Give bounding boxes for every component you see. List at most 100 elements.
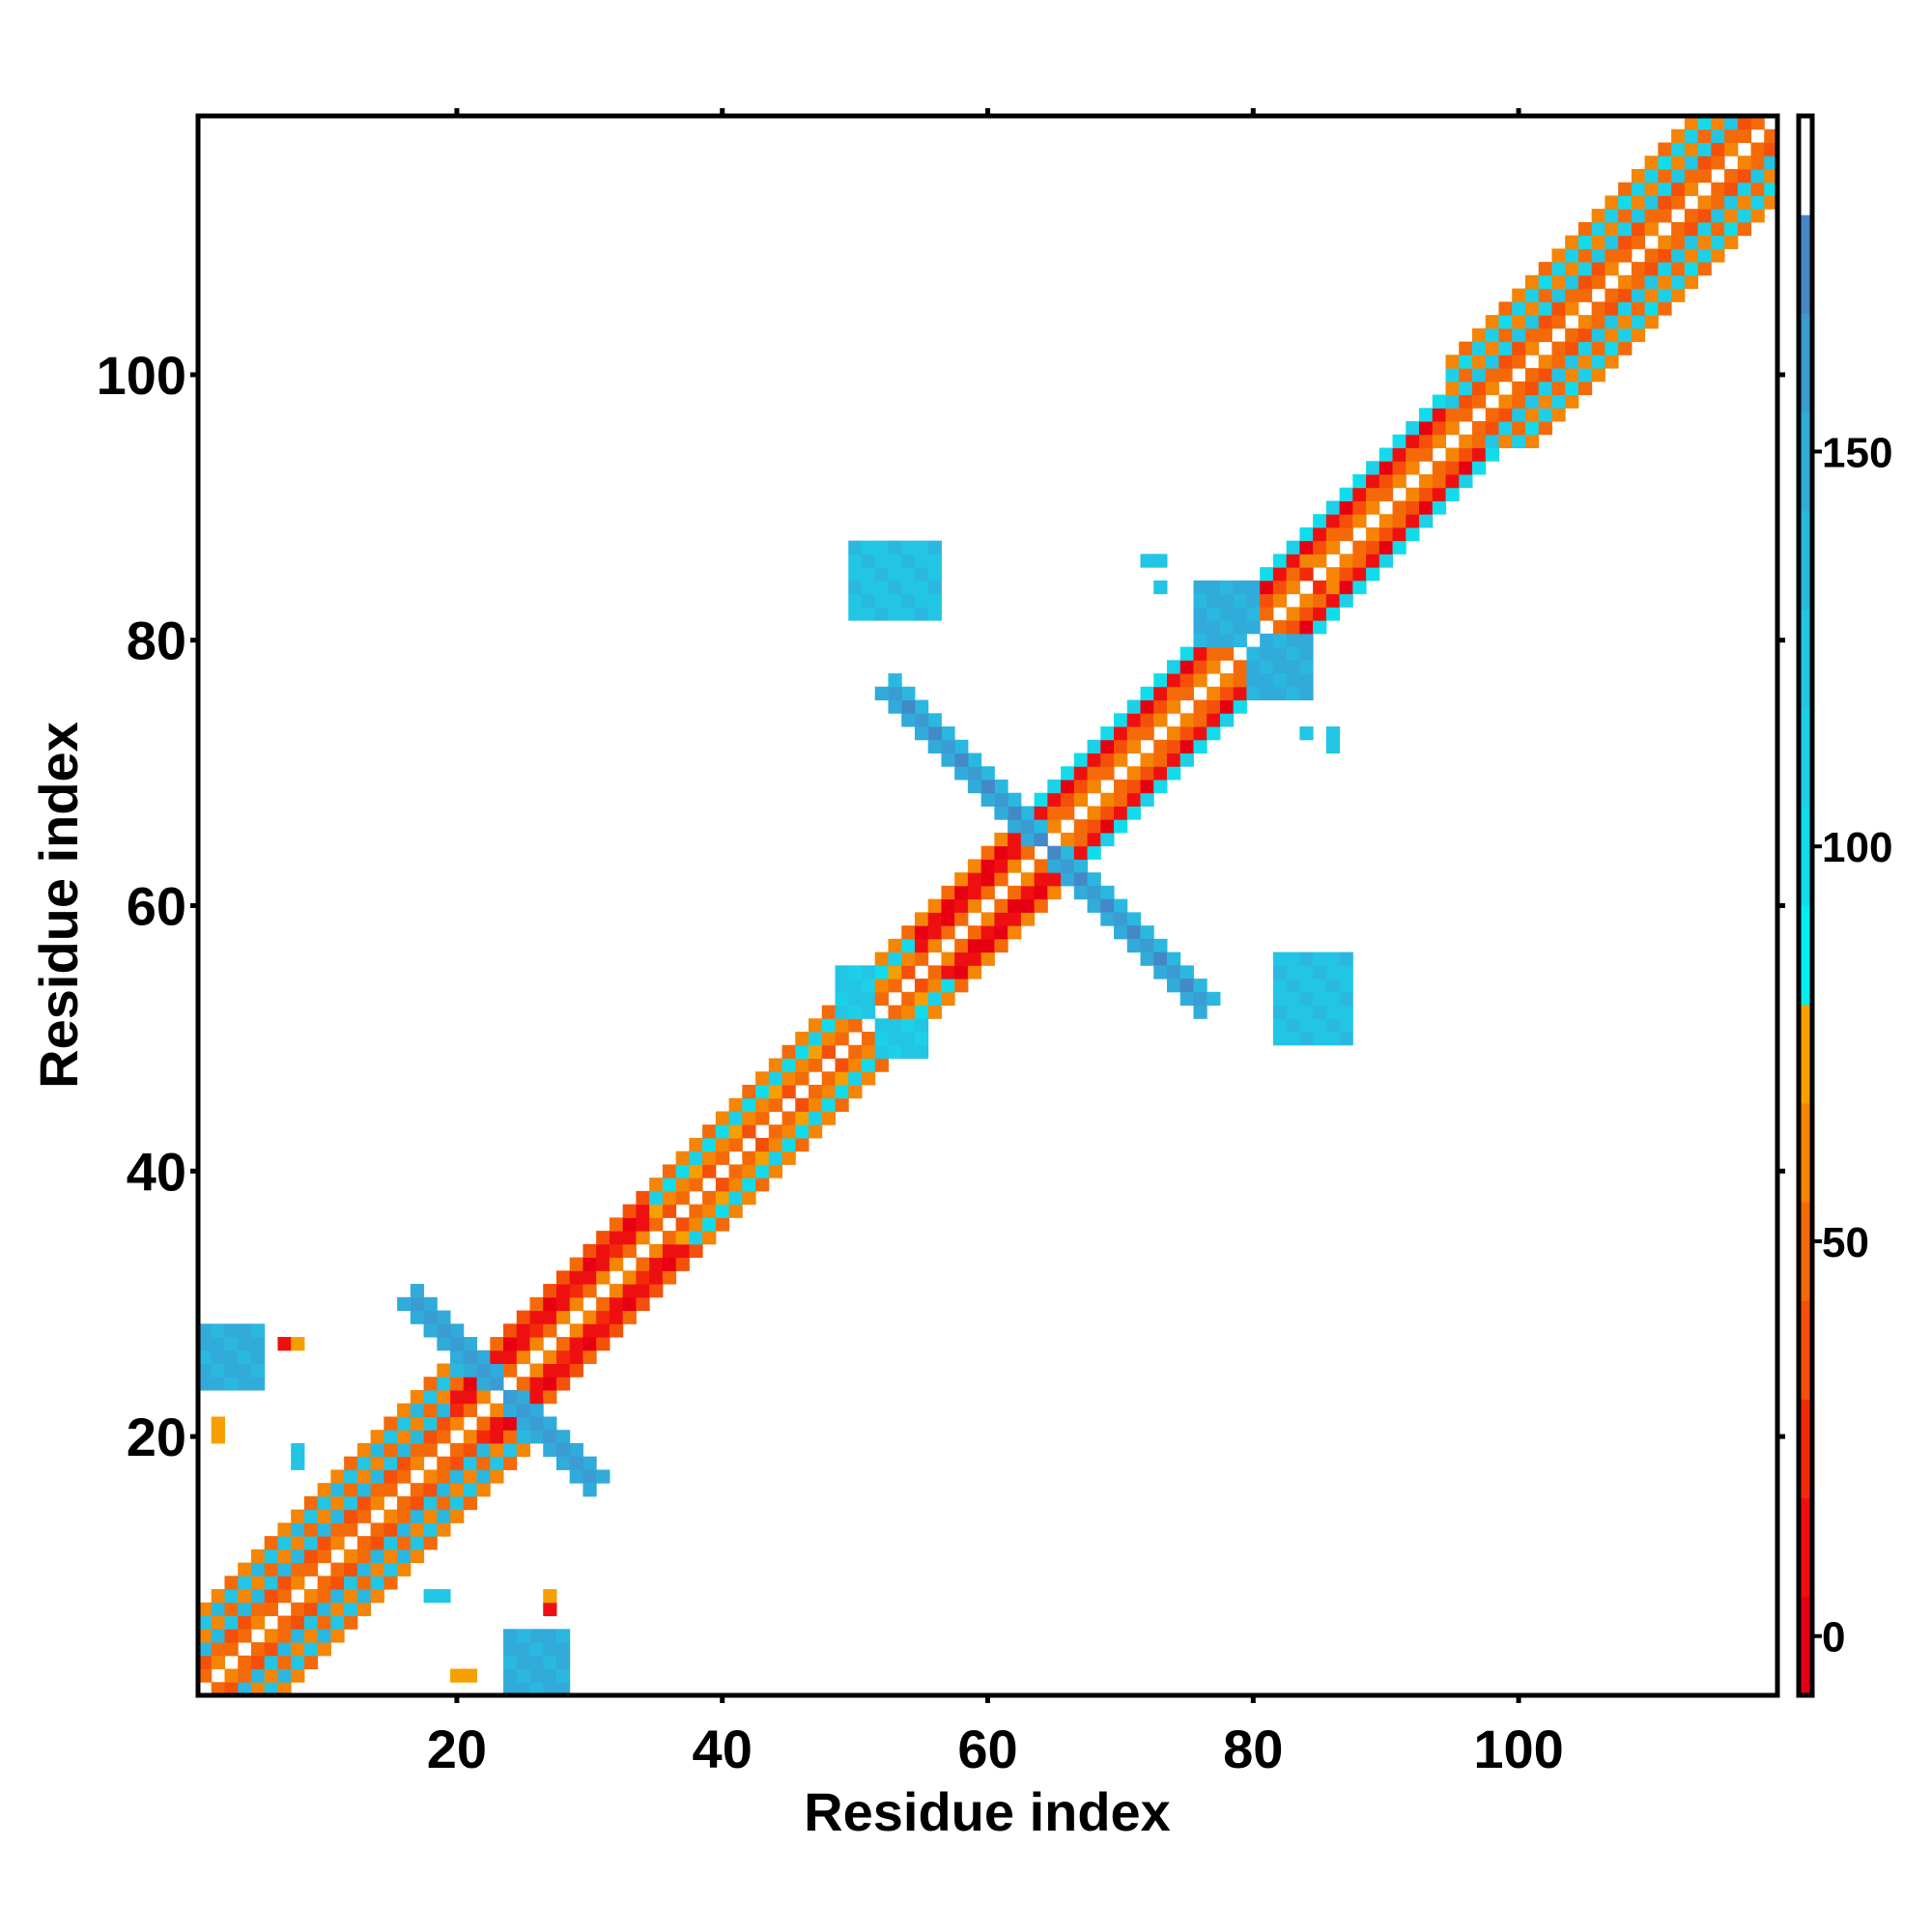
heatmap-cell: [503, 1668, 518, 1683]
heatmap-cell: [291, 1668, 305, 1683]
heatmap-cell: [967, 898, 982, 913]
heatmap-cell: [330, 1536, 345, 1550]
heatmap-cell: [1047, 819, 1062, 834]
heatmap-cell: [1272, 646, 1288, 661]
heatmap-cell: [1272, 633, 1288, 648]
heatmap-cell: [835, 1018, 849, 1033]
heatmap-cell: [397, 1456, 412, 1470]
heatmap-cell: [1577, 262, 1593, 276]
heatmap-cell: [1299, 607, 1314, 621]
heatmap-cell: [463, 1363, 478, 1378]
heatmap-cell: [582, 1284, 597, 1298]
heatmap-cell: [423, 1495, 438, 1511]
heatmap-cell: [1008, 898, 1022, 913]
heatmap-cell: [211, 1642, 225, 1657]
heatmap-cell: [861, 1044, 876, 1059]
heatmap-cell: [211, 1629, 225, 1643]
heatmap-cell: [1697, 221, 1712, 237]
heatmap-cell: [1233, 593, 1247, 608]
heatmap-cell: [1631, 262, 1646, 276]
heatmap-cell: [211, 1430, 225, 1444]
heatmap-cell: [423, 1469, 438, 1484]
heatmap-cell: [516, 1629, 530, 1643]
heatmap-cell: [848, 593, 863, 608]
heatmap-cell: [1392, 526, 1406, 542]
heatmap-cell: [1020, 885, 1036, 900]
heatmap-cell: [715, 1111, 730, 1125]
heatmap-cell: [1100, 806, 1115, 820]
heatmap-cell: [1246, 686, 1261, 701]
heatmap-cell: [1605, 327, 1619, 343]
heatmap-cell: [1299, 646, 1314, 661]
heatmap-cell: [397, 1430, 412, 1444]
heatmap-cell: [1313, 593, 1327, 608]
heatmap-cell: [277, 1629, 292, 1643]
heatmap-cell: [1471, 447, 1487, 462]
heatmap-cell: [861, 1032, 876, 1046]
heatmap-cell: [516, 1403, 530, 1417]
heatmap-cell: [1538, 301, 1552, 316]
heatmap-cell: [238, 1377, 252, 1391]
heatmap-cell: [1073, 819, 1089, 834]
heatmap-cell: [476, 1430, 491, 1444]
heatmap-cell: [264, 1655, 278, 1670]
heatmap-cell: [1260, 633, 1274, 648]
heatmap-cell: [555, 1337, 571, 1351]
heatmap-cell: [1339, 1018, 1353, 1033]
heatmap-cell: [211, 1602, 225, 1617]
heatmap-cell: [596, 1243, 611, 1259]
heatmap-cell: [529, 1668, 544, 1683]
heatmap-cell: [728, 1097, 743, 1112]
heatmap-cell: [755, 1164, 770, 1179]
heatmap-cell: [1459, 355, 1473, 369]
heatmap-cell: [1087, 766, 1101, 781]
heatmap-cell: [1498, 355, 1513, 369]
heatmap-cell: [888, 938, 902, 953]
heatmap-cell: [1047, 872, 1062, 887]
heatmap-cell: [901, 554, 916, 568]
heatmap-cell: [1378, 526, 1394, 542]
heatmap-cell: [238, 1323, 252, 1338]
heatmap-cell: [555, 1284, 571, 1298]
heatmap-cell: [303, 1602, 319, 1617]
heatmap-cell: [1618, 327, 1633, 343]
heatmap-cell: [1605, 195, 1619, 210]
heatmap-cell: [1166, 673, 1181, 688]
heatmap-cell: [1631, 182, 1646, 196]
heatmap-cell: [1286, 979, 1300, 993]
heatmap-cell: [1325, 567, 1341, 582]
heatmap-cell: [1671, 262, 1686, 276]
heatmap-cell: [370, 1456, 384, 1470]
heatmap-cell: [463, 1456, 478, 1470]
heatmap-cell: [264, 1602, 278, 1617]
heatmap-cell: [291, 1456, 305, 1470]
heatmap-cell: [410, 1442, 425, 1458]
colorbar-bin: [1799, 905, 1812, 1006]
heatmap-cell: [437, 1495, 451, 1511]
heatmap-cell: [1591, 315, 1605, 329]
heatmap-cell: [1339, 567, 1353, 582]
heatmap-cell: [888, 1005, 902, 1019]
heatmap-cell: [941, 952, 955, 966]
heatmap-cell: [1471, 461, 1487, 475]
heatmap-cell: [1445, 487, 1460, 501]
heatmap-cell: [1524, 301, 1540, 316]
heatmap-cell: [450, 1668, 465, 1683]
heatmap-cell: [211, 1589, 225, 1604]
heatmap-cell: [490, 1430, 504, 1444]
heatmap-cell: [1219, 593, 1235, 608]
heatmap-cell: [596, 1270, 611, 1285]
heatmap-cell: [224, 1363, 239, 1378]
heatmap-cell: [1100, 792, 1115, 807]
heatmap-cell: [1485, 315, 1499, 329]
heatmap-cell: [728, 1111, 743, 1125]
heatmap-cell: [1233, 607, 1247, 621]
heatmap-cell: [1750, 182, 1765, 196]
heatmap-cell: [1406, 500, 1420, 515]
heatmap-cell: [874, 1018, 889, 1033]
heatmap-cell: [529, 1416, 544, 1431]
heatmap-cell: [1711, 156, 1725, 170]
colorbar-bin: [1799, 807, 1812, 906]
heatmap-cell: [1551, 368, 1566, 383]
heatmap-cell: [662, 1243, 677, 1259]
